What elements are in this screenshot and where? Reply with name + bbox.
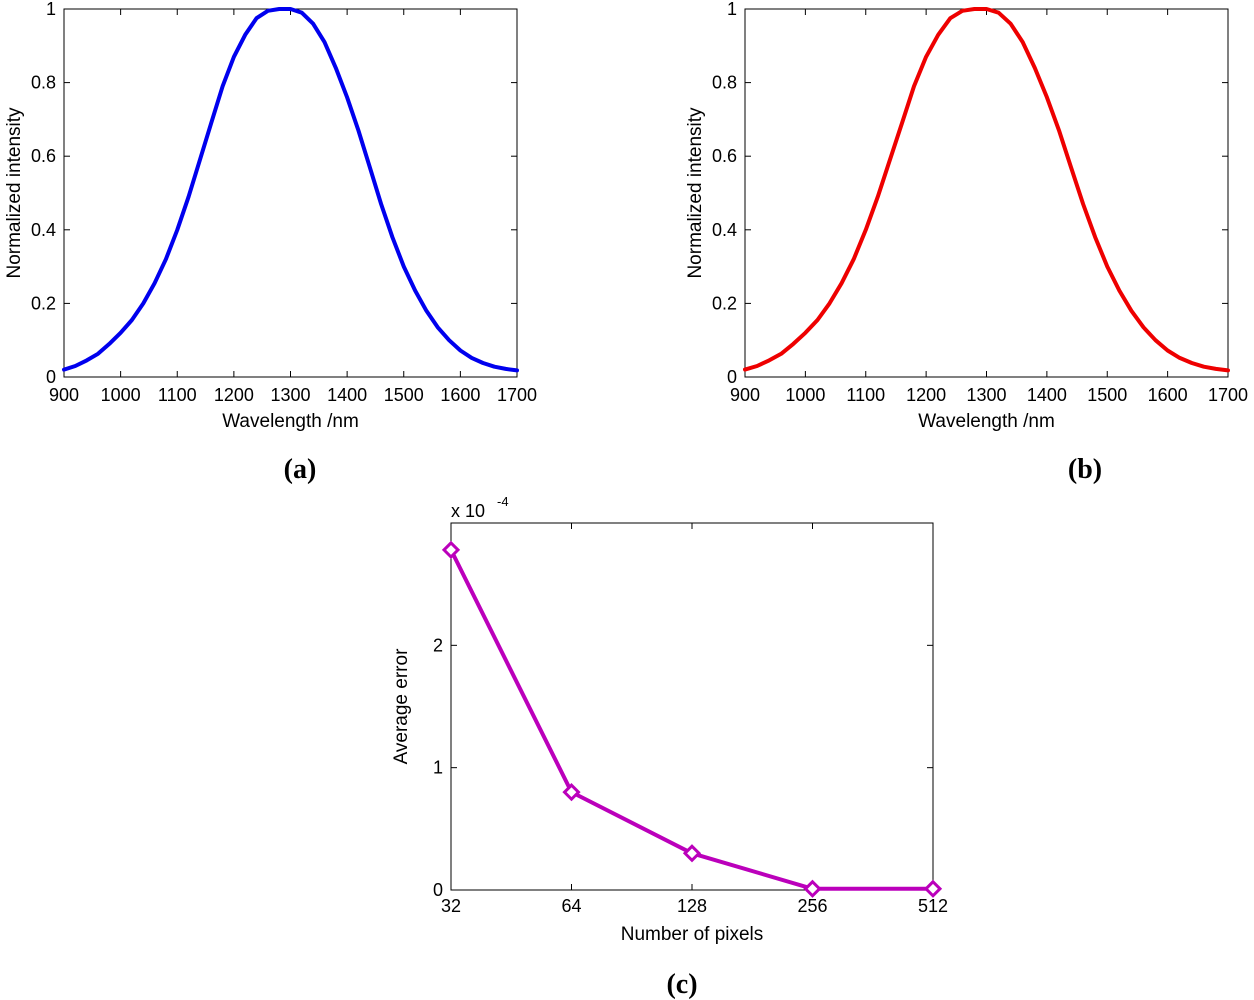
x-tick-label: 1700 [497, 385, 537, 405]
data-point-marker [803, 879, 822, 898]
panel-label: (c) [666, 969, 697, 1000]
y-tick-label: 1 [433, 758, 443, 778]
x-tick-label: 1600 [440, 385, 480, 405]
x-axis-label: Wavelength /nm [918, 411, 1055, 432]
series-line [449, 547, 935, 891]
chart-b: 900 1000 1100 1200 1300 1400 1500 1600 1700 0 0.2 0… [685, 0, 1248, 485]
data-point-marker [682, 844, 702, 863]
y-tick-label: 0.2 [31, 293, 56, 313]
y-tick-label: 0 [727, 367, 737, 387]
x-tick-label: 900 [730, 385, 760, 405]
x-tick-label: 64 [561, 896, 581, 916]
y-axis-label: Normalized intensity [4, 107, 25, 279]
panel-label: (b) [1068, 454, 1102, 485]
x-tick-label: 1000 [101, 385, 141, 405]
chart-a: 900 1000 1100 1200 1300 1400 1500 1600 1700 0 0.2 0… [4, 0, 537, 485]
y-tick-label: 0.2 [712, 293, 737, 313]
y-scale-exponent: -4 [497, 494, 509, 509]
x-tick-label: 1300 [966, 385, 1006, 405]
x-tick-label: 1400 [1027, 385, 1067, 405]
y-axis-label: Normalized intensity [685, 107, 706, 279]
x-axis-label: Number of pixels [621, 924, 764, 945]
x-tick-label: 128 [677, 896, 707, 916]
y-tick-label: 0.8 [31, 73, 56, 93]
y-tick-label: 1 [727, 0, 737, 19]
data-point-marker [441, 540, 461, 560]
y-axis-label: Average error [391, 648, 412, 764]
x-tick-label: 900 [49, 385, 79, 405]
x-tick-label: 1400 [327, 385, 367, 405]
x-tick-label: 1000 [785, 385, 825, 405]
x-tick-label: 1500 [1087, 385, 1127, 405]
series-line [743, 7, 1230, 373]
x-tick-label: 256 [797, 896, 827, 916]
x-tick-label: 1100 [158, 385, 197, 405]
x-tick-label: 1700 [1208, 385, 1248, 405]
series-line [62, 7, 519, 373]
x-tick-label: 1200 [214, 385, 254, 405]
x-tick-label: 1200 [906, 385, 946, 405]
x-tick-label: 1500 [384, 385, 424, 405]
y-tick-label: 2 [433, 635, 443, 655]
chart-c: 32 64 128 256 512 0 1 2 Number of pixels Average … [391, 494, 948, 1000]
y-tick-label: 1 [46, 0, 56, 19]
y-tick-label: 0.8 [712, 73, 737, 93]
y-scale-factor: x 10 [451, 501, 485, 521]
x-tick-label: 1600 [1148, 385, 1188, 405]
data-point-marker [562, 783, 581, 802]
y-tick-label: 0.6 [712, 146, 737, 166]
y-tick-label: 0.6 [31, 146, 56, 166]
x-axis-label: Wavelength /nm [222, 411, 359, 432]
panel-label: (a) [284, 454, 317, 485]
plot-frame [450, 522, 934, 891]
x-tick-label: 1300 [270, 385, 310, 405]
data-point-marker [923, 879, 943, 898]
y-tick-label: 0.4 [31, 220, 56, 240]
x-tick-label: 1100 [846, 385, 885, 405]
x-tick-label: 32 [441, 896, 461, 916]
y-tick-label: 0.4 [712, 220, 737, 240]
y-tick-label: 0 [46, 367, 56, 387]
x-tick-label: 512 [918, 896, 948, 916]
y-tick-label: 0 [433, 880, 443, 900]
